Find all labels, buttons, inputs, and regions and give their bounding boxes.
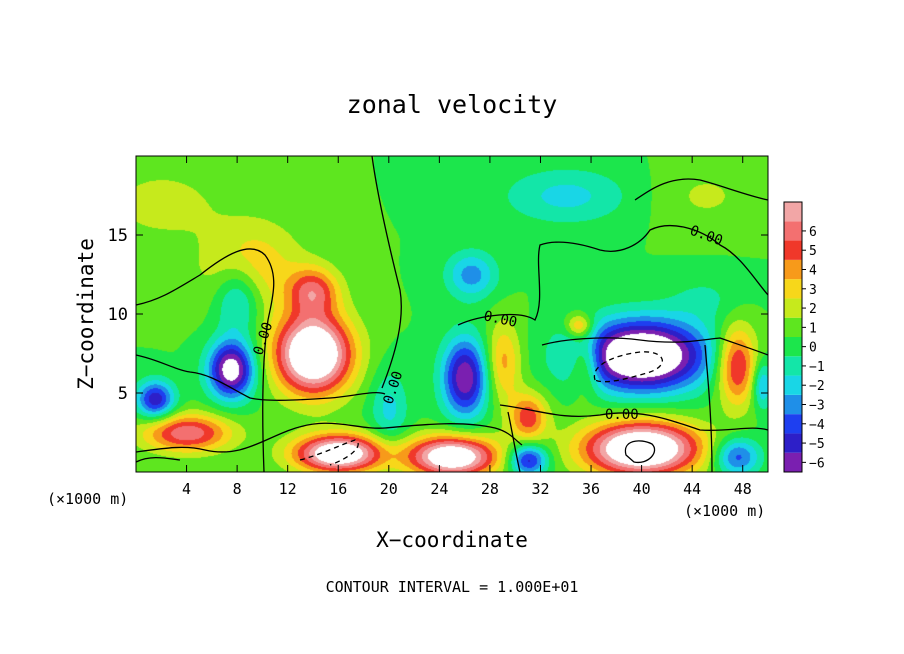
y-tick-label: 10	[108, 305, 128, 325]
y-axis: 5 10 15	[108, 226, 768, 404]
colorbar-label: −6	[809, 456, 825, 471]
contour-line	[634, 178, 769, 201]
contour-line	[457, 225, 769, 326]
contour-label: 0.00	[605, 407, 639, 423]
y-tick-label: 5	[118, 384, 128, 404]
contour-line	[299, 439, 359, 466]
contour-line	[135, 248, 275, 473]
x-axis-label: X−coordinate	[376, 528, 528, 552]
colorbar-frame	[783, 201, 803, 473]
colorbar-label: −2	[809, 379, 825, 394]
x-unit-left: (×1000 m)	[47, 490, 128, 508]
colorbar-label: 6	[809, 225, 817, 240]
contour-line	[507, 411, 521, 473]
colorbar-swatch	[784, 452, 802, 472]
colorbar-label: 2	[809, 302, 817, 317]
x-tick-label: 32	[531, 480, 549, 498]
contour-line	[704, 344, 713, 473]
colorbar-label: −5	[809, 437, 825, 452]
contour-line	[593, 351, 663, 383]
colorbar-swatch	[784, 259, 802, 280]
colorbar: −6 −5 −4 −3 −2 −1 0 1 2 3 4 5 6	[783, 201, 825, 473]
x-axis: 4 8 12 16 20 24 28 32 36 40 44 48	[182, 156, 752, 498]
heatmap-field	[136, 156, 768, 472]
contour-line	[541, 337, 769, 356]
contour-line	[499, 404, 769, 432]
contour-line	[135, 456, 181, 463]
contour-line	[371, 155, 402, 389]
colorbar-swatch	[784, 202, 802, 222]
x-tick-label: 12	[279, 480, 297, 498]
y-axis-label: Z−coordinate	[74, 238, 98, 390]
colorbar-label: −3	[809, 399, 825, 414]
contour-line	[135, 354, 386, 401]
colorbar-label: 1	[809, 321, 817, 336]
colorbar-label: 3	[809, 283, 817, 298]
x-tick-label: 20	[380, 480, 398, 498]
colorbar-label: 5	[809, 244, 817, 259]
contour-lines	[135, 155, 769, 473]
x-unit-right: (×1000 m)	[684, 502, 765, 520]
y-tick-label: 15	[108, 226, 128, 246]
colorbar-label: −1	[809, 360, 825, 375]
x-tick-label: 8	[233, 480, 242, 498]
x-tick-label: 36	[582, 480, 600, 498]
x-tick-label: 16	[329, 480, 347, 498]
x-tick-label: 44	[683, 480, 701, 498]
contour-line	[624, 440, 656, 464]
plot-area: 0.00 0.00 0.00 0.00 0.00 4 8 12 16 20 24 28 32 3…	[108, 155, 769, 498]
contour-interval-note: CONTOUR INTERVAL = 1.000E+01	[326, 578, 579, 596]
colorbar-swatch	[784, 375, 802, 395]
colorbar-swatch	[784, 433, 802, 453]
contour-line	[135, 422, 523, 453]
colorbar-label: 0	[809, 341, 817, 356]
chart-title: zonal velocity	[347, 90, 558, 119]
colorbar-swatch	[784, 279, 802, 299]
colorbar-swatch	[784, 221, 802, 241]
colorbar-swatch	[784, 356, 802, 376]
colorbar-swatch	[784, 317, 802, 337]
colorbar-swatch	[784, 240, 802, 260]
contour-label: 0.00	[482, 308, 518, 331]
colorbar-swatch	[784, 337, 802, 357]
colorbar-swatch	[784, 298, 802, 318]
x-tick-label: 28	[481, 480, 499, 498]
x-tick-label: 40	[633, 480, 651, 498]
x-tick-label: 48	[734, 480, 752, 498]
colorbar-label: 4	[809, 264, 817, 279]
colorbar-swatch	[784, 394, 802, 415]
x-tick-label: 4	[182, 480, 191, 498]
colorbar-swatch	[784, 414, 802, 434]
colorbar-label: −4	[809, 418, 825, 433]
x-tick-label: 24	[430, 480, 448, 498]
